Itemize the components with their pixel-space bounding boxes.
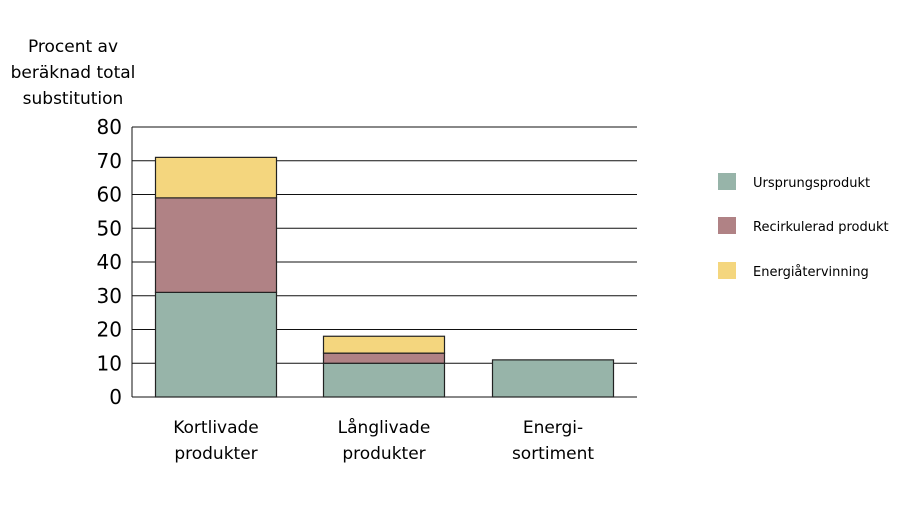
legend: Ursprungsprodukt Recirkulerad produkt Ener… [718, 173, 889, 280]
bar-segment [322, 362, 446, 398]
legend-swatch [718, 262, 736, 279]
y-tick-label: 40 [97, 250, 122, 274]
y-axis-label-line-1: Procent av [28, 37, 118, 57]
category-label: produkter [342, 444, 425, 464]
legend-label: Recirkulerad produkt [753, 220, 889, 235]
bar-segment [322, 335, 446, 354]
y-tick-label: 80 [97, 115, 122, 139]
bar-segment [154, 156, 278, 199]
category-label: Energi- [523, 418, 583, 438]
category-label: Kortlivade [173, 418, 259, 438]
y-tick-labels: 0 10 20 30 40 50 60 70 80 [97, 115, 122, 409]
y-axis-label-line-2: beräknad total [11, 63, 136, 83]
bars [154, 156, 615, 398]
y-axis-label-line-3: substitution [23, 89, 124, 109]
bar-segment [154, 197, 278, 293]
legend-label: Ursprungsprodukt [753, 176, 870, 191]
category-label: produkter [174, 444, 257, 464]
bar-segment [154, 291, 278, 398]
y-tick-label: 20 [97, 318, 122, 342]
y-tick-label: 50 [97, 216, 122, 240]
legend-swatch [718, 217, 736, 234]
legend-label: Energiåtervinning [753, 265, 869, 280]
y-tick-label: 10 [97, 351, 122, 375]
bar-segment [322, 352, 446, 364]
category-label: sortiment [512, 444, 594, 464]
y-tick-label: 0 [109, 385, 122, 409]
category-label: Långlivade [338, 417, 431, 438]
bar-segment [491, 359, 615, 398]
y-tick-label: 30 [97, 284, 122, 308]
category-labels: Kortlivade produkter Långlivade produkter En… [173, 417, 594, 464]
legend-swatch [718, 173, 736, 190]
y-tick-label: 70 [97, 149, 122, 173]
y-tick-label: 60 [97, 183, 122, 207]
